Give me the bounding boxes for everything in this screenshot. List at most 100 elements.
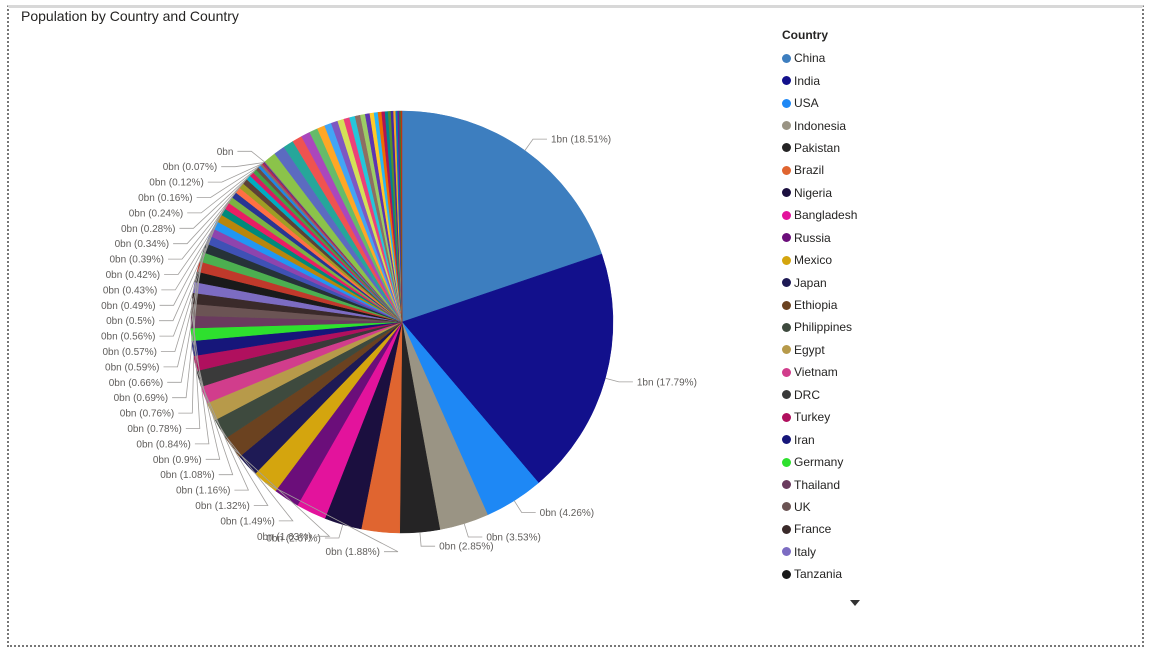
legend-item[interactable]: UK bbox=[782, 496, 857, 518]
legend-item[interactable]: Indonesia bbox=[782, 114, 857, 136]
legend-swatch bbox=[782, 524, 791, 534]
leader-line bbox=[232, 447, 331, 537]
pie-data-label: 0bn (0.84%) bbox=[136, 439, 190, 450]
legend-item[interactable]: France bbox=[782, 518, 857, 540]
legend-item[interactable]: Thailand bbox=[782, 473, 857, 495]
legend-label: Germany bbox=[794, 455, 844, 470]
legend-item[interactable]: Vietnam bbox=[782, 361, 857, 383]
legend-label: USA bbox=[794, 96, 819, 111]
legend-label: Turkey bbox=[794, 410, 831, 425]
leader-line bbox=[164, 189, 238, 275]
pie-data-label: 0bn (0.42%) bbox=[106, 270, 160, 281]
pie-data-label: 0bn (1.88%) bbox=[326, 547, 380, 558]
pie-data-label: 0bn (0.16%) bbox=[138, 193, 192, 204]
leader-line bbox=[167, 247, 205, 383]
legend-label: Vietnam bbox=[794, 365, 838, 380]
pie-data-label: 0bn (1.16%) bbox=[176, 486, 230, 497]
legend-item[interactable]: Italy bbox=[782, 541, 857, 563]
legend-title: Country bbox=[782, 28, 828, 42]
legend-swatch bbox=[782, 143, 791, 153]
leader-line bbox=[173, 177, 249, 245]
legend-swatch bbox=[782, 390, 791, 400]
legend-label: Indonesia bbox=[794, 118, 847, 133]
pie-data-label: 0bn (0.49%) bbox=[101, 301, 155, 312]
legend-item[interactable]: USA bbox=[782, 92, 857, 114]
legend-swatch bbox=[782, 255, 791, 265]
legend-label: Bangladesh bbox=[794, 208, 858, 223]
legend-item[interactable]: Egypt bbox=[782, 339, 857, 361]
legend-item[interactable]: Bangladesh bbox=[782, 204, 857, 226]
legend-label: Mexico bbox=[794, 253, 833, 268]
leader-line bbox=[513, 500, 536, 513]
legend-item[interactable]: Mexico bbox=[782, 249, 857, 271]
legend-item[interactable]: Pakistan bbox=[782, 137, 857, 159]
pie-data-label: 0bn (0.56%) bbox=[101, 332, 155, 343]
leader-line bbox=[194, 363, 234, 476]
legend-label: Nigeria bbox=[794, 185, 833, 200]
pie-data-label: 0bn (0.76%) bbox=[120, 409, 174, 420]
leader-line bbox=[191, 309, 210, 445]
legend-swatch bbox=[782, 165, 791, 175]
leader-line bbox=[198, 378, 250, 491]
legend-label: UK bbox=[794, 499, 811, 514]
pie-data-label: 0bn (0.43%) bbox=[103, 285, 157, 296]
legend-swatch bbox=[782, 435, 791, 445]
chart-legend: Country China India USA Indonesia Pakistan Br… bbox=[782, 28, 857, 586]
pie-data-label: 0bn (0.69%) bbox=[114, 393, 168, 404]
legend-label: Brazil bbox=[794, 163, 825, 178]
pie-data-label: 0bn (0.57%) bbox=[102, 347, 156, 358]
leader-line bbox=[221, 162, 264, 168]
legend-item[interactable]: Iran bbox=[782, 428, 857, 450]
leader-line bbox=[159, 205, 227, 306]
pie-data-label: 0bn (1.32%) bbox=[195, 501, 249, 512]
pie-data-label: 0bn (2.67%) bbox=[266, 533, 320, 544]
chart-frame bbox=[7, 5, 1144, 647]
legend-item[interactable]: Nigeria bbox=[782, 182, 857, 204]
legend-item[interactable]: Germany bbox=[782, 451, 857, 473]
leader-line bbox=[163, 239, 209, 368]
pie-data-label: 0bn (0.34%) bbox=[115, 239, 169, 250]
leader-line bbox=[210, 411, 269, 506]
legend-label: DRC bbox=[794, 387, 820, 402]
leader-line bbox=[207, 163, 264, 183]
leader-line bbox=[161, 194, 235, 291]
legend-item[interactable]: Philippines bbox=[782, 316, 857, 338]
leader-line bbox=[196, 164, 262, 198]
leader-line bbox=[191, 334, 221, 460]
legend-swatch bbox=[782, 547, 791, 557]
leader-line bbox=[185, 298, 201, 429]
legend-item[interactable]: Turkey bbox=[782, 406, 857, 428]
legend-label: Italy bbox=[794, 544, 817, 559]
pie-data-label: 0bn bbox=[217, 147, 234, 158]
legend-item[interactable]: Japan bbox=[782, 271, 857, 293]
legend-label: Philippines bbox=[794, 320, 853, 335]
legend-label: Tanzania bbox=[794, 567, 843, 582]
legend-item[interactable]: DRC bbox=[782, 384, 857, 406]
legend-label: Egypt bbox=[794, 342, 825, 357]
pie-data-label: 0bn (0.66%) bbox=[109, 378, 163, 389]
pie-data-label: 0bn (0.9%) bbox=[153, 455, 202, 466]
legend-label: Thailand bbox=[794, 477, 841, 492]
pie-slice[interactable] bbox=[401, 253, 614, 484]
leader-line bbox=[264, 482, 399, 553]
legend-swatch bbox=[782, 53, 791, 63]
legend-item[interactable]: India bbox=[782, 69, 857, 91]
pie-data-label: 0bn (0.5%) bbox=[106, 316, 155, 327]
legend-item[interactable]: China bbox=[782, 47, 857, 69]
legend-item[interactable]: Tanzania bbox=[782, 563, 857, 585]
legend-item[interactable]: Brazil bbox=[782, 159, 857, 181]
legend-scroll-down-icon[interactable] bbox=[850, 600, 860, 606]
pie-data-label: 0bn (0.59%) bbox=[105, 362, 159, 373]
pie-slice[interactable] bbox=[400, 110, 403, 323]
pie-data-label: 0bn (0.07%) bbox=[163, 162, 217, 173]
leader-line bbox=[179, 170, 255, 229]
leader-line bbox=[605, 377, 633, 383]
legend-swatch bbox=[782, 121, 791, 131]
pie-data-label: 0bn (1.63%) bbox=[257, 532, 311, 543]
pie-data-label: 0bn (0.78%) bbox=[127, 424, 181, 435]
leader-line bbox=[160, 231, 212, 352]
pie-data-label: 1bn (17.79%) bbox=[637, 377, 697, 388]
pie-data-label: 0bn (0.39%) bbox=[109, 255, 163, 266]
legend-item[interactable]: Russia bbox=[782, 227, 857, 249]
legend-item[interactable]: Ethiopia bbox=[782, 294, 857, 316]
